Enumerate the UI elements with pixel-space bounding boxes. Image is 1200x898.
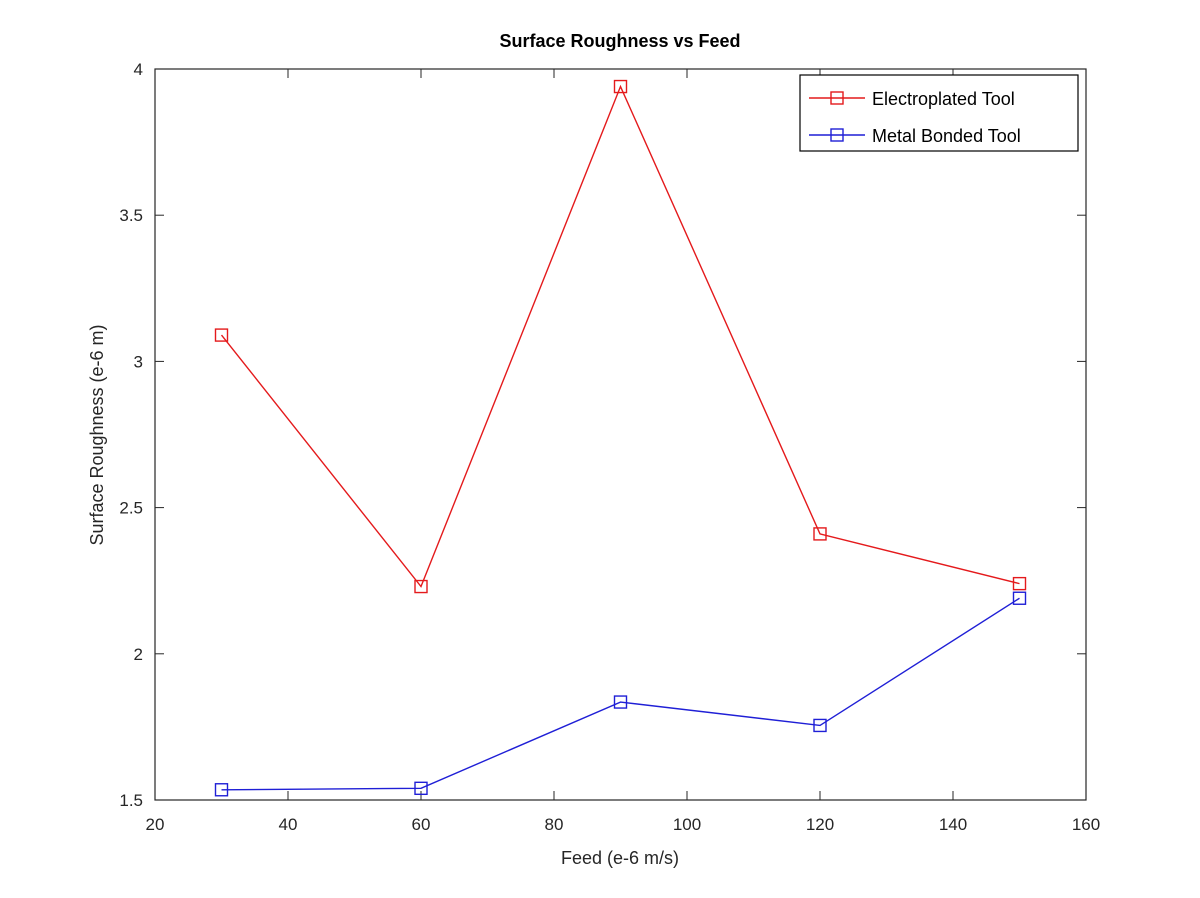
data-point-metal-bonded-tool: [1012, 591, 1027, 605]
legend-label-electroplated-tool: Electroplated Tool: [872, 89, 1015, 109]
y-tick-label: 3: [134, 352, 143, 371]
legend-marker-metal-bonded-tool: [830, 128, 844, 142]
y-tick-label: 2.5: [119, 499, 143, 518]
y-tick-label: 3.5: [119, 206, 143, 225]
y-tick-label: 4: [134, 60, 143, 79]
plot-area: 20 40 60 80 100 120 140 160 1.5 2 2.5 3 3.5 4: [119, 60, 1100, 834]
data-point-electroplated-tool: [414, 579, 428, 594]
data-point-metal-bonded-tool: [414, 781, 428, 796]
legend: Electroplated Tool Metal Bonded Tool: [799, 74, 1079, 152]
data-point-electroplated-tool: [214, 328, 229, 342]
x-tick-label: 80: [545, 815, 564, 834]
x-tick-label: 60: [412, 815, 431, 834]
x-tick-label: 20: [146, 815, 165, 834]
y-tick-label: 1.5: [119, 791, 143, 810]
data-point-electroplated-tool: [813, 527, 827, 541]
axes-box: [154, 68, 1087, 801]
x-axis-label: Feed (e-6 m/s): [561, 848, 679, 868]
x-tick-label: 40: [279, 815, 298, 834]
series-line-electroplated-tool: [220, 84, 1020, 588]
x-tick-label: 100: [673, 815, 701, 834]
legend-box: [799, 74, 1079, 152]
data-point-metal-bonded-tool: [214, 783, 229, 797]
data-point-electroplated-tool: [613, 79, 628, 94]
x-tick-label: 120: [806, 815, 834, 834]
y-axis-label: Surface Roughness (e-6 m): [87, 324, 107, 545]
data-point-metal-bonded-tool: [813, 718, 827, 733]
chart-title: Surface Roughness vs Feed: [499, 31, 740, 51]
series-line-metal-bonded-tool: [221, 597, 1020, 791]
data-point-metal-bonded-tool: [613, 695, 628, 709]
y-tick-label: 2: [134, 645, 143, 664]
data-point-electroplated-tool: [1012, 576, 1027, 591]
legend-marker-electroplated-tool: [830, 91, 844, 105]
legend-label-metal-bonded-tool: Metal Bonded Tool: [872, 126, 1021, 146]
x-tick-label: 160: [1072, 815, 1100, 834]
x-tick-label: 140: [939, 815, 967, 834]
